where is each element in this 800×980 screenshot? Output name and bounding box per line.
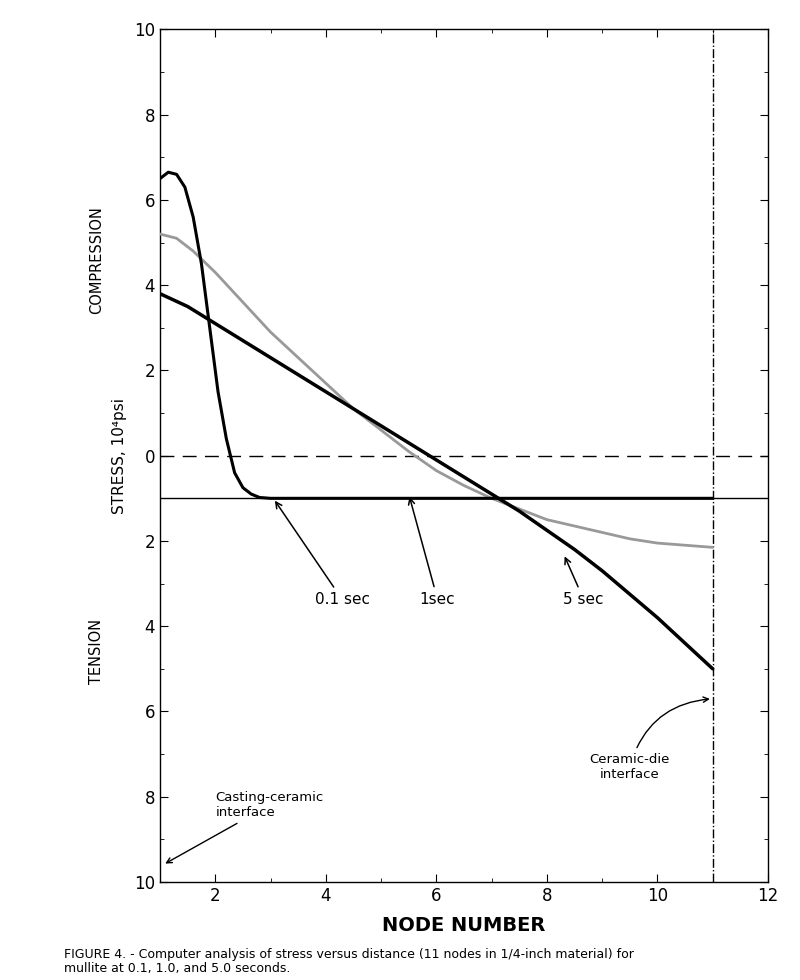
Text: mullite at 0.1, 1.0, and 5.0 seconds.: mullite at 0.1, 1.0, and 5.0 seconds.: [64, 962, 290, 975]
Text: Ceramic-die
interface: Ceramic-die interface: [590, 697, 709, 781]
Y-axis label: STRESS, 10⁴psi: STRESS, 10⁴psi: [112, 398, 127, 514]
Text: COMPRESSION: COMPRESSION: [89, 206, 104, 314]
Text: Casting-ceramic
interface: Casting-ceramic interface: [166, 791, 323, 862]
Text: 1sec: 1sec: [409, 499, 455, 608]
Text: TENSION: TENSION: [89, 619, 104, 684]
Text: FIGURE 4. - Computer analysis of stress versus distance (11 nodes in 1/4-inch ma: FIGURE 4. - Computer analysis of stress …: [64, 948, 634, 960]
X-axis label: NODE NUMBER: NODE NUMBER: [382, 916, 546, 935]
Text: 5 sec: 5 sec: [563, 558, 604, 608]
Text: 0.1 sec: 0.1 sec: [276, 502, 370, 608]
